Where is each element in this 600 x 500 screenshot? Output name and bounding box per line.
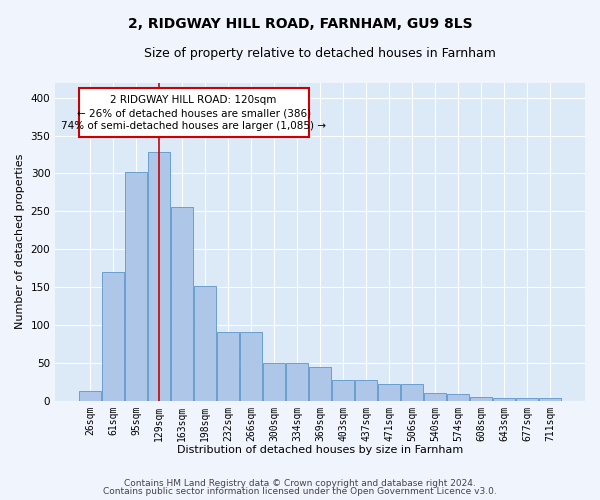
Bar: [516, 398, 538, 400]
Bar: [493, 398, 515, 400]
FancyBboxPatch shape: [79, 88, 308, 137]
Bar: [263, 363, 285, 401]
Bar: [378, 384, 400, 400]
Bar: [470, 397, 492, 400]
Bar: [401, 384, 423, 400]
Text: Contains public sector information licensed under the Open Government Licence v3: Contains public sector information licen…: [103, 487, 497, 496]
Text: ← 26% of detached houses are smaller (386): ← 26% of detached houses are smaller (38…: [77, 108, 311, 118]
Bar: [79, 391, 101, 400]
Bar: [355, 380, 377, 400]
Bar: [102, 272, 124, 400]
Text: 74% of semi-detached houses are larger (1,085) →: 74% of semi-detached houses are larger (…: [61, 121, 326, 131]
Bar: [539, 398, 561, 400]
Bar: [194, 286, 216, 401]
X-axis label: Distribution of detached houses by size in Farnham: Distribution of detached houses by size …: [177, 445, 463, 455]
Bar: [309, 368, 331, 400]
Text: 2, RIDGWAY HILL ROAD, FARNHAM, GU9 8LS: 2, RIDGWAY HILL ROAD, FARNHAM, GU9 8LS: [128, 18, 472, 32]
Bar: [240, 332, 262, 400]
Bar: [148, 152, 170, 400]
Title: Size of property relative to detached houses in Farnham: Size of property relative to detached ho…: [144, 48, 496, 60]
Bar: [286, 363, 308, 401]
Bar: [217, 332, 239, 400]
Text: Contains HM Land Registry data © Crown copyright and database right 2024.: Contains HM Land Registry data © Crown c…: [124, 478, 476, 488]
Bar: [447, 394, 469, 400]
Text: 2 RIDGWAY HILL ROAD: 120sqm: 2 RIDGWAY HILL ROAD: 120sqm: [110, 96, 277, 106]
Bar: [171, 207, 193, 400]
Bar: [125, 172, 147, 400]
Bar: [424, 393, 446, 400]
Bar: [332, 380, 354, 400]
Y-axis label: Number of detached properties: Number of detached properties: [15, 154, 25, 330]
